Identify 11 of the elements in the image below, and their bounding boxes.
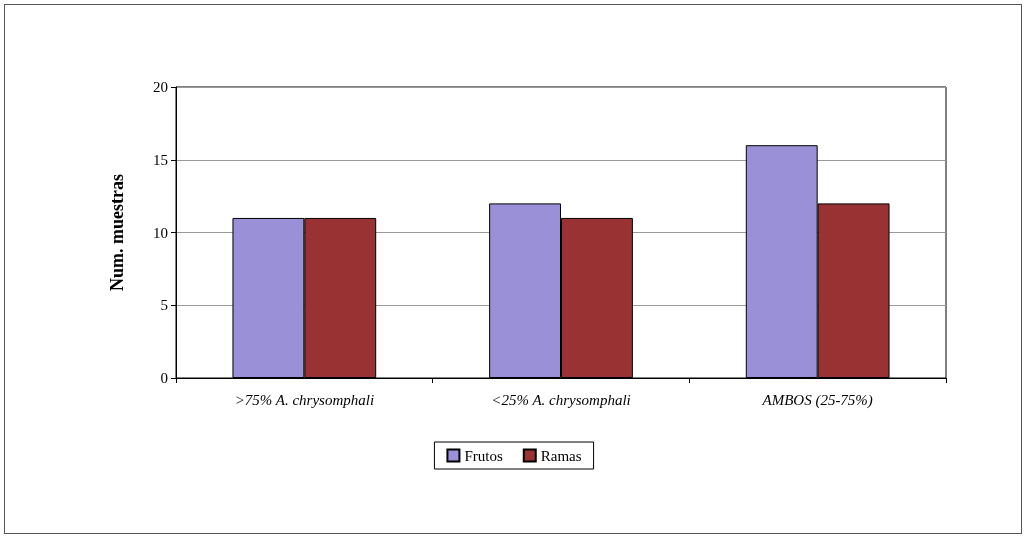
y-tick-label: 20 bbox=[153, 79, 168, 95]
y-tick-label: 10 bbox=[153, 224, 168, 241]
legend-label: Ramas bbox=[540, 447, 582, 464]
y-tick-label: 0 bbox=[160, 370, 168, 386]
legend-label: Frutos bbox=[464, 447, 503, 464]
x-tick-label: <25% A. chrysomphali bbox=[491, 391, 631, 408]
y-tick-label: 5 bbox=[160, 297, 168, 314]
x-tick-label: >75% A. chrysomphali bbox=[234, 391, 375, 408]
y-axis-title: Num. muestras bbox=[107, 174, 127, 291]
x-tick-label: AMBOS (25-75%) bbox=[761, 391, 873, 409]
y-tick-label: 15 bbox=[153, 151, 168, 168]
